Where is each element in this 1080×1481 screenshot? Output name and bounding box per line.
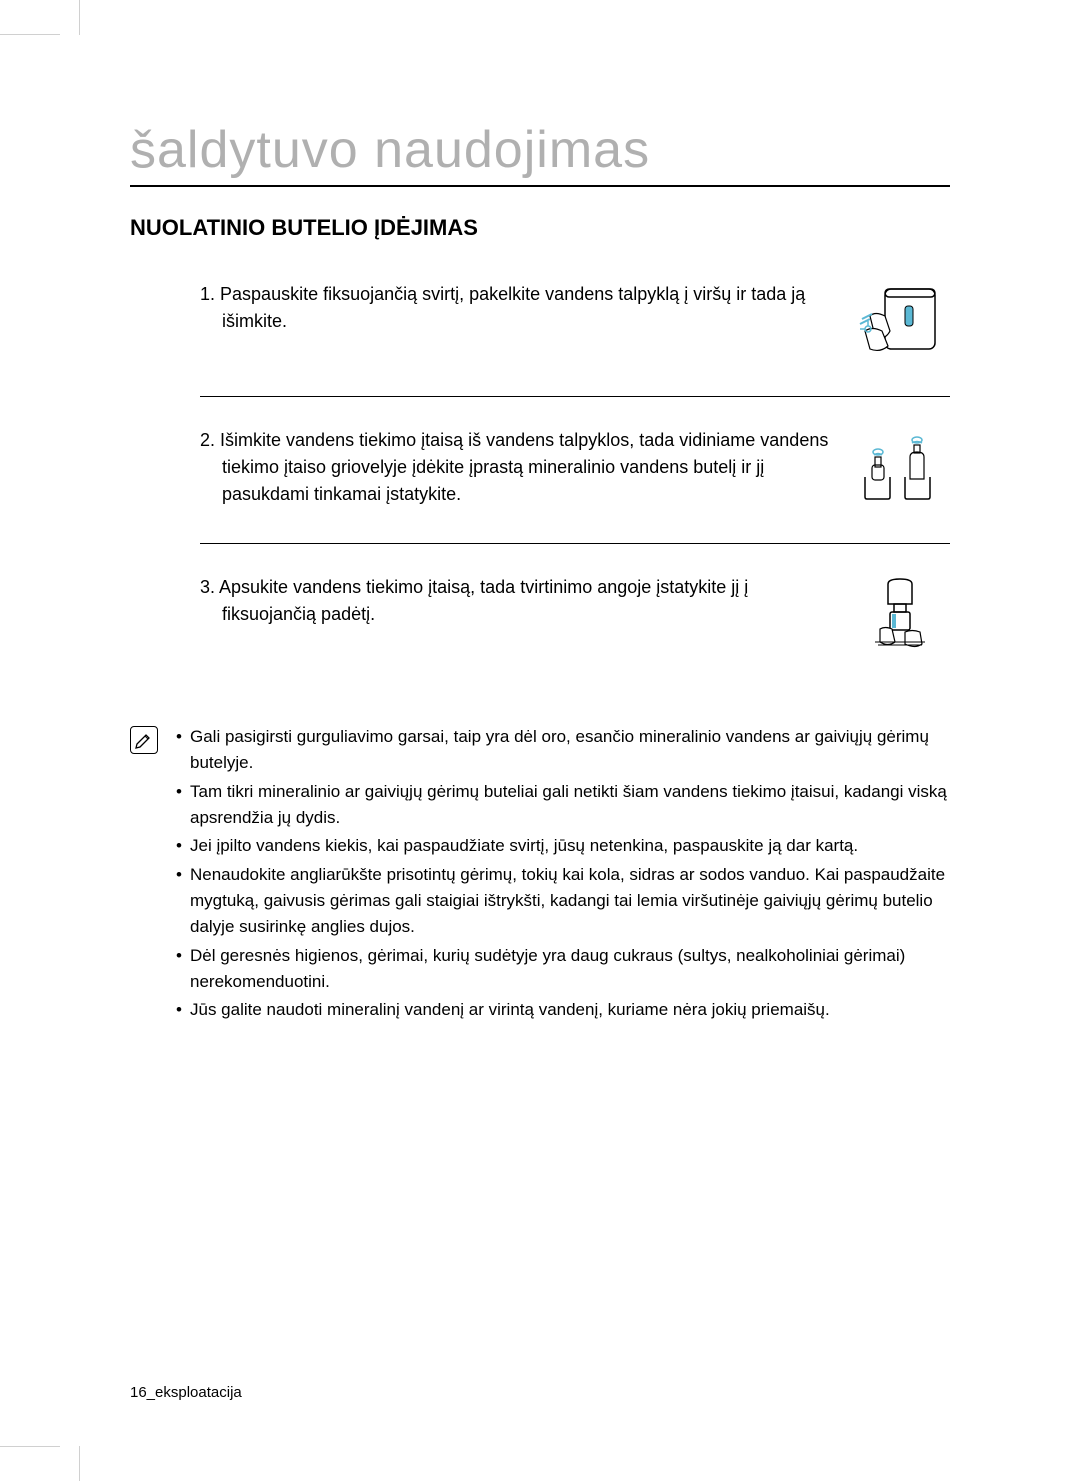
step-3-number: 3. (200, 577, 215, 597)
pencil-icon (130, 726, 158, 754)
step-3-text: 3. Apsukite vandens tiekimo įtaisą, tada… (200, 574, 850, 628)
note-item: Jūs galite naudoti mineralinį vandenį ar… (176, 997, 950, 1023)
step-3-illustration (850, 574, 950, 654)
step-2-content: Išimkite vandens tiekimo įtaisą iš vande… (220, 430, 828, 504)
page-crop-mark-bottom (60, 1446, 80, 1481)
page-footer: 16_eksploatacija (130, 1384, 242, 1401)
note-item: Tam tikri mineralinio ar gaiviųjų gėrimų… (176, 779, 950, 832)
note-item: Nenaudokite angliarūkšte prisotintų gėri… (176, 862, 950, 941)
step-2-illustration (850, 427, 950, 507)
note-list: Gali pasigirsti gurguliavimo garsai, tai… (176, 724, 950, 1026)
step-1: 1. Paspauskite fiksuojančią svirtį, pake… (200, 281, 950, 397)
note-item: Jei įpilto vandens kiekis, kai paspaudži… (176, 833, 950, 859)
note-item: Gali pasigirsti gurguliavimo garsai, tai… (176, 724, 950, 777)
step-2: 2. Išimkite vandens tiekimo įtaisą iš va… (200, 427, 950, 544)
step-2-number: 2. (200, 430, 215, 450)
page-crop-mark-left-bottom (0, 1446, 60, 1456)
main-title: šaldytuvo naudojimas (130, 120, 950, 187)
section-title: NUOLATINIO BUTELIO ĮDĖJIMAS (130, 215, 950, 241)
step-3-content: Apsukite vandens tiekimo įtaisą, tada tv… (219, 577, 748, 624)
step-1-content: Paspauskite fiksuojančią svirtį, pakelki… (220, 284, 805, 331)
step-2-text: 2. Išimkite vandens tiekimo įtaisą iš va… (200, 427, 850, 508)
page-content: šaldytuvo naudojimas NUOLATINIO BUTELIO … (0, 0, 1080, 1086)
step-1-text: 1. Paspauskite fiksuojančią svirtį, pake… (200, 281, 850, 335)
step-1-illustration (850, 281, 950, 361)
note-section: Gali pasigirsti gurguliavimo garsai, tai… (130, 724, 950, 1026)
step-3: 3. Apsukite vandens tiekimo įtaisą, tada… (200, 574, 950, 689)
note-item: Dėl geresnės higienos, gėrimai, kurių su… (176, 943, 950, 996)
step-1-number: 1. (200, 284, 215, 304)
